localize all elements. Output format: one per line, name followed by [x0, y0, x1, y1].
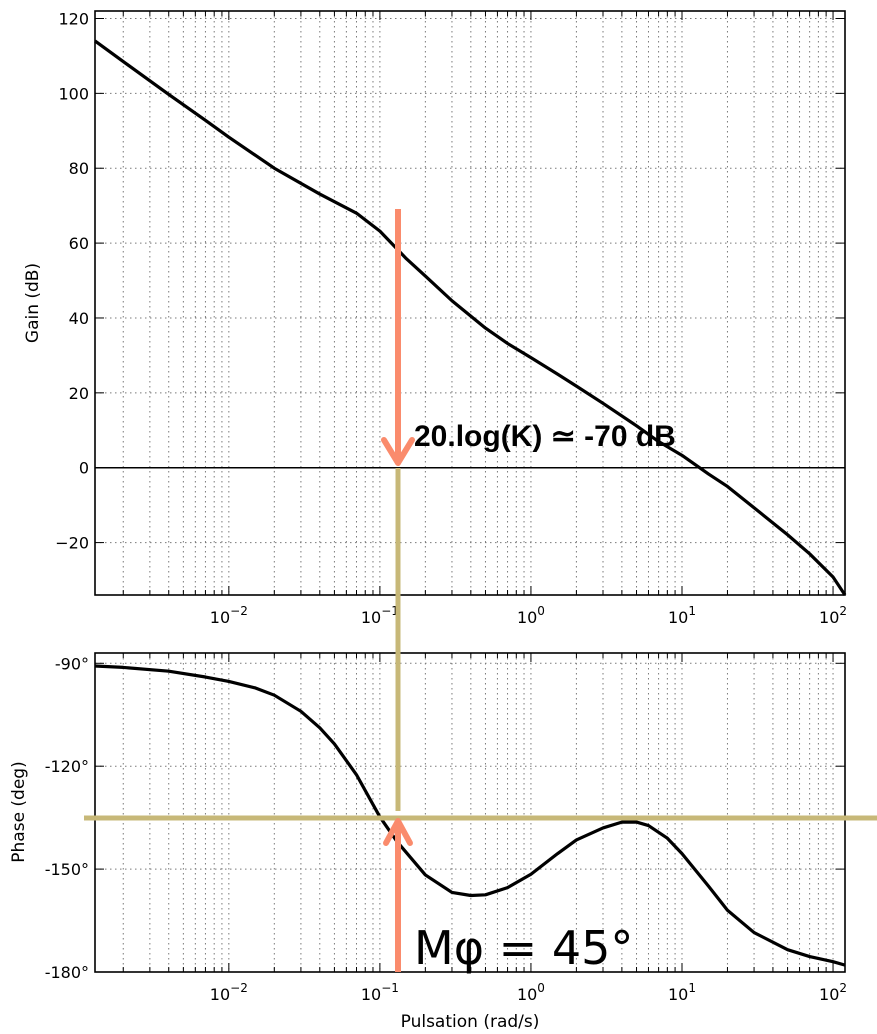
- gain-curve: [94, 39, 847, 596]
- phase-x-tick-label: 102: [819, 981, 847, 1004]
- gain-y-tick-label: 100: [58, 84, 89, 103]
- gain-y-tick-label: 40: [69, 309, 89, 328]
- phase-x-tick-label: 10−2: [210, 981, 248, 1004]
- gain-ticks: 120 100 80 60 40 20 0 −20 10−2 10−1 100 101 102: [55, 9, 847, 627]
- phase-x-tick-label: 100: [517, 981, 545, 1004]
- gain-y-tick-label: 60: [69, 234, 89, 253]
- phase-curve: [94, 664, 846, 967]
- gain-plot-frame: [94, 10, 846, 596]
- phase-margin-annotation: Mφ = 45°: [414, 921, 633, 975]
- gain-y-tick-label: 0: [79, 459, 89, 478]
- gain-x-tick-label: 100: [517, 604, 545, 627]
- phase-y-tick-label: -120°: [45, 757, 89, 776]
- gain-x-tick-label: 10−1: [361, 604, 399, 627]
- gain-y-tick-label: 80: [69, 159, 89, 178]
- phase-y-tick-label: -180°: [45, 963, 89, 982]
- phase-plot-frame: [94, 652, 846, 973]
- gain-panel: 120 100 80 60 40 20 0 −20 10−2 10−1 100 101 102 Gain…: [23, 9, 847, 627]
- gain-x-tick-label: 101: [668, 604, 696, 627]
- phase-y-tick-label: -90°: [55, 654, 89, 673]
- phase-ticks: -90° -120° -150° -180° 10−2 10−1 100 101 102: [45, 653, 847, 1004]
- gain-x-tick-label: 10−2: [210, 604, 248, 627]
- gain-y-tick-label: 20: [69, 384, 89, 403]
- phase-arrow: [383, 818, 413, 972]
- gain-arrow: [381, 209, 415, 466]
- phase-grid: [95, 653, 845, 973]
- gain-y-tick-label: 120: [58, 9, 89, 28]
- gain-x-tick-label: 102: [819, 604, 847, 627]
- gain-y-axis-label: Gain (dB): [23, 263, 43, 343]
- phase-y-tick-label: -150°: [45, 860, 89, 879]
- phase-panel: -90° -120° -150° -180° 10−2 10−1 100 101 102 Pha…: [9, 652, 847, 1032]
- phase-x-tick-label: 10−1: [361, 981, 399, 1004]
- phase-y-axis-label: Phase (deg): [9, 761, 29, 862]
- phase-x-tick-label: 101: [668, 981, 696, 1004]
- gain-y-tick-label: −20: [55, 534, 89, 553]
- gain-grid: [95, 11, 845, 595]
- gain-annotation: 20.log(K) ≃ -70 dB: [414, 420, 676, 453]
- x-axis-label: Pulsation (rad/s): [401, 1012, 540, 1032]
